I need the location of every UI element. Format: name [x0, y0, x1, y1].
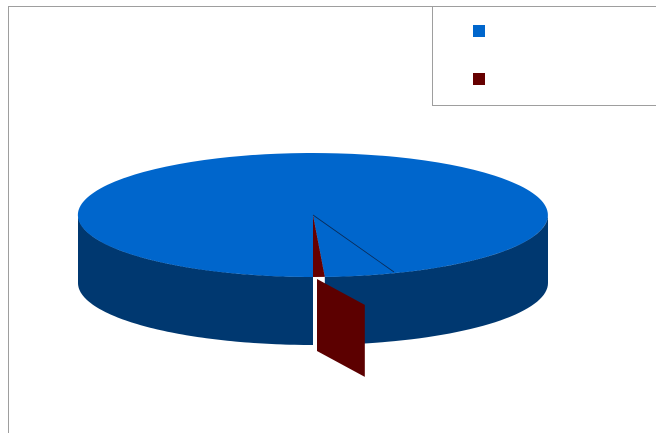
- legend-box: [432, 6, 656, 106]
- slice-top-1: [313, 215, 325, 277]
- slice-top-0: [77, 153, 548, 277]
- legend-swatch-0: [473, 25, 485, 37]
- legend: [432, 6, 656, 106]
- legend-swatch-1: [473, 73, 485, 85]
- slice-divider: [312, 214, 395, 273]
- slice-side-0: [78, 215, 548, 345]
- pie-layer: [77, 153, 548, 377]
- slice-side-1: [317, 279, 365, 377]
